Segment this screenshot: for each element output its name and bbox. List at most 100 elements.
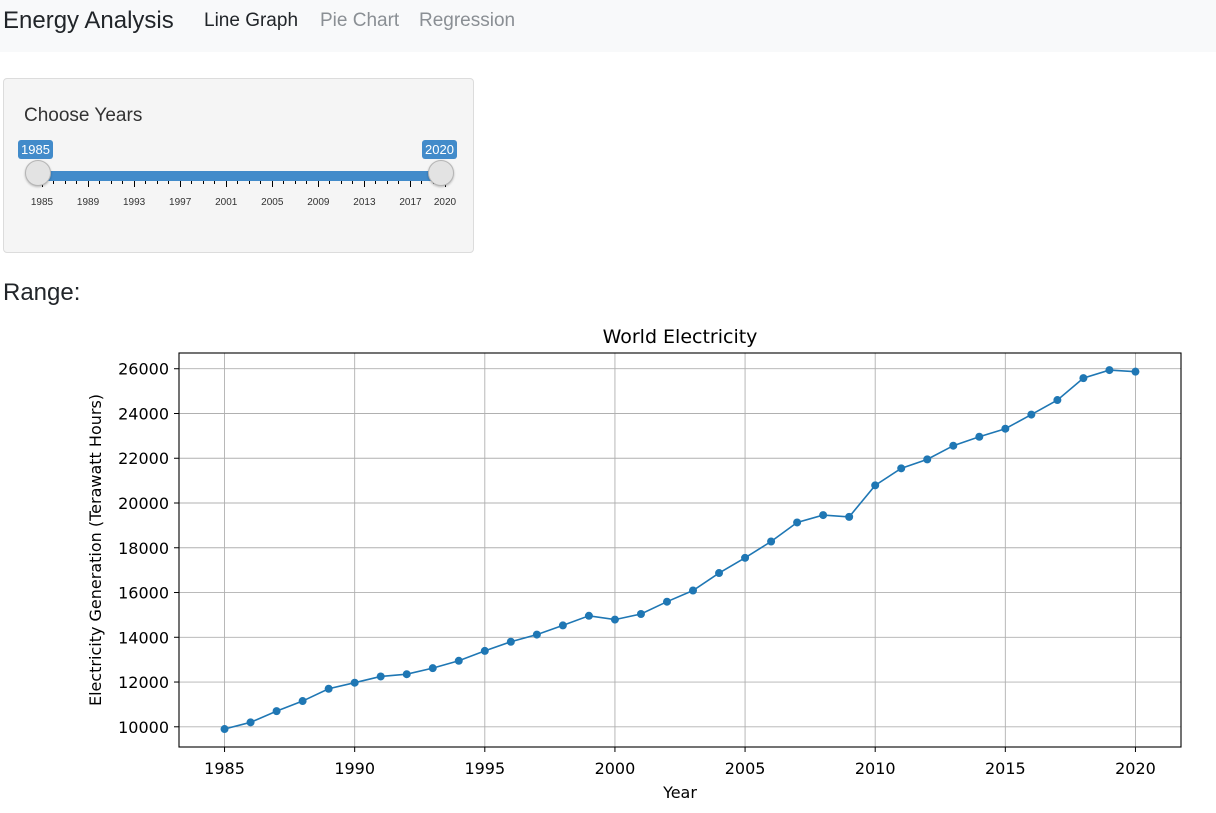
data-point <box>975 432 984 441</box>
data-point <box>1001 424 1010 433</box>
y-tick-label: 16000 <box>118 584 169 603</box>
data-point <box>558 621 567 630</box>
data-point <box>1079 374 1088 383</box>
data-point <box>897 464 906 473</box>
data-point <box>454 656 463 665</box>
slider-tick-label: 1985 <box>30 197 54 208</box>
slider-minor-tick <box>283 181 285 184</box>
data-point <box>532 630 541 639</box>
navbar: Energy Analysis Line Graph Pie Chart Reg… <box>0 0 1216 52</box>
data-point <box>506 637 515 646</box>
data-point <box>610 615 619 624</box>
slider-major-tick <box>317 181 319 187</box>
data-point <box>376 672 385 681</box>
slider-tick-label: 2013 <box>353 197 376 208</box>
data-point <box>272 707 281 716</box>
data-point <box>689 586 698 595</box>
slider-minor-tick <box>398 181 400 184</box>
sidebar-panel: Choose Years 1985 1989 1993 1997 2001 2005 200… <box>3 78 474 253</box>
data-point <box>220 725 229 734</box>
data-point <box>715 569 724 578</box>
data-point <box>298 697 307 706</box>
slider-minor-tick <box>145 181 147 184</box>
data-point <box>480 646 489 655</box>
slider-from-handle[interactable] <box>25 160 51 186</box>
data-point <box>1027 410 1036 419</box>
slider-minor-tick <box>202 181 204 184</box>
tab-line-graph[interactable]: Line Graph <box>204 10 299 31</box>
data-point <box>350 678 359 687</box>
y-tick-label: 22000 <box>118 449 169 468</box>
slider-major-tick <box>363 181 365 187</box>
tab-regression[interactable]: Regression <box>419 10 516 31</box>
slider-major-tick <box>225 181 227 187</box>
y-tick-label: 20000 <box>118 494 169 513</box>
slider-major-tick <box>87 181 89 187</box>
data-point <box>324 684 333 693</box>
x-tick-label: 2000 <box>595 759 636 778</box>
slider-minor-tick <box>386 181 388 184</box>
x-tick-label: 1990 <box>334 759 375 778</box>
slider-minor-tick <box>64 181 66 184</box>
slider-tick-label: 1993 <box>122 197 146 208</box>
slider-minor-tick <box>168 181 170 184</box>
data-point <box>246 718 255 727</box>
data-point <box>1053 396 1062 405</box>
data-point <box>636 610 645 619</box>
slider-tick-label: 2020 <box>433 197 457 208</box>
slider-major-tick <box>409 181 411 187</box>
range-label: Range: <box>3 279 81 306</box>
y-tick-label: 26000 <box>118 360 169 379</box>
slider-minor-tick <box>122 181 124 184</box>
x-tick-label: 2015 <box>985 759 1026 778</box>
y-tick-label: 14000 <box>118 628 169 647</box>
slider-minor-tick <box>214 181 216 184</box>
slider-minor-tick <box>421 181 423 184</box>
slider-tick-label: 2001 <box>215 197 238 208</box>
slider-minor-tick <box>260 181 262 184</box>
slider-minor-tick <box>306 181 308 184</box>
y-axis-label: Electricity Generation (Terawatt Hours) <box>86 394 105 706</box>
x-tick-label: 1995 <box>464 759 505 778</box>
slider-tick-label: 2009 <box>307 197 330 208</box>
y-tick-label: 10000 <box>118 718 169 737</box>
data-point <box>1105 366 1114 375</box>
y-tick-label: 18000 <box>118 539 169 558</box>
data-point <box>662 597 671 606</box>
slider-minor-tick <box>237 181 239 184</box>
slider-minor-tick <box>248 181 250 184</box>
data-point <box>793 518 802 527</box>
slider-minor-tick <box>340 181 342 184</box>
app-brand[interactable]: Energy Analysis <box>3 7 174 34</box>
slider-minor-tick <box>375 181 377 184</box>
data-point <box>402 670 411 679</box>
y-tick-label: 24000 <box>118 404 169 423</box>
year-range-slider[interactable]: 1985 1989 1993 1997 2001 2005 2009 2013 2017 2020… <box>4 79 475 254</box>
slider-minor-tick <box>76 181 78 184</box>
slider-minor-tick <box>99 181 101 184</box>
plot-frame <box>178 352 1182 748</box>
slider-tick-label: 2017 <box>399 197 422 208</box>
slider-tick-label: 1989 <box>76 197 100 208</box>
slider-label: Choose Years <box>24 105 143 126</box>
data-point <box>819 511 828 520</box>
slider-bar[interactable] <box>41 171 441 181</box>
slider-tick-label: 2005 <box>261 197 284 208</box>
data-point <box>428 664 437 673</box>
data-point <box>923 455 932 464</box>
tab-pie-chart[interactable]: Pie Chart <box>320 10 400 31</box>
data-point <box>871 481 880 490</box>
x-tick-label: 2005 <box>725 759 766 778</box>
data-point <box>584 611 593 620</box>
data-point <box>767 537 776 546</box>
slider-minor-tick <box>294 181 296 184</box>
slider-minor-tick <box>352 181 354 184</box>
data-point <box>949 441 958 450</box>
slider-major-tick <box>133 181 135 187</box>
x-tick-label: 2020 <box>1115 759 1156 778</box>
slider-minor-tick <box>191 181 193 184</box>
slider-to-handle[interactable] <box>428 160 454 186</box>
slider-minor-tick <box>156 181 158 184</box>
slider-tick-label: 1997 <box>169 197 192 208</box>
